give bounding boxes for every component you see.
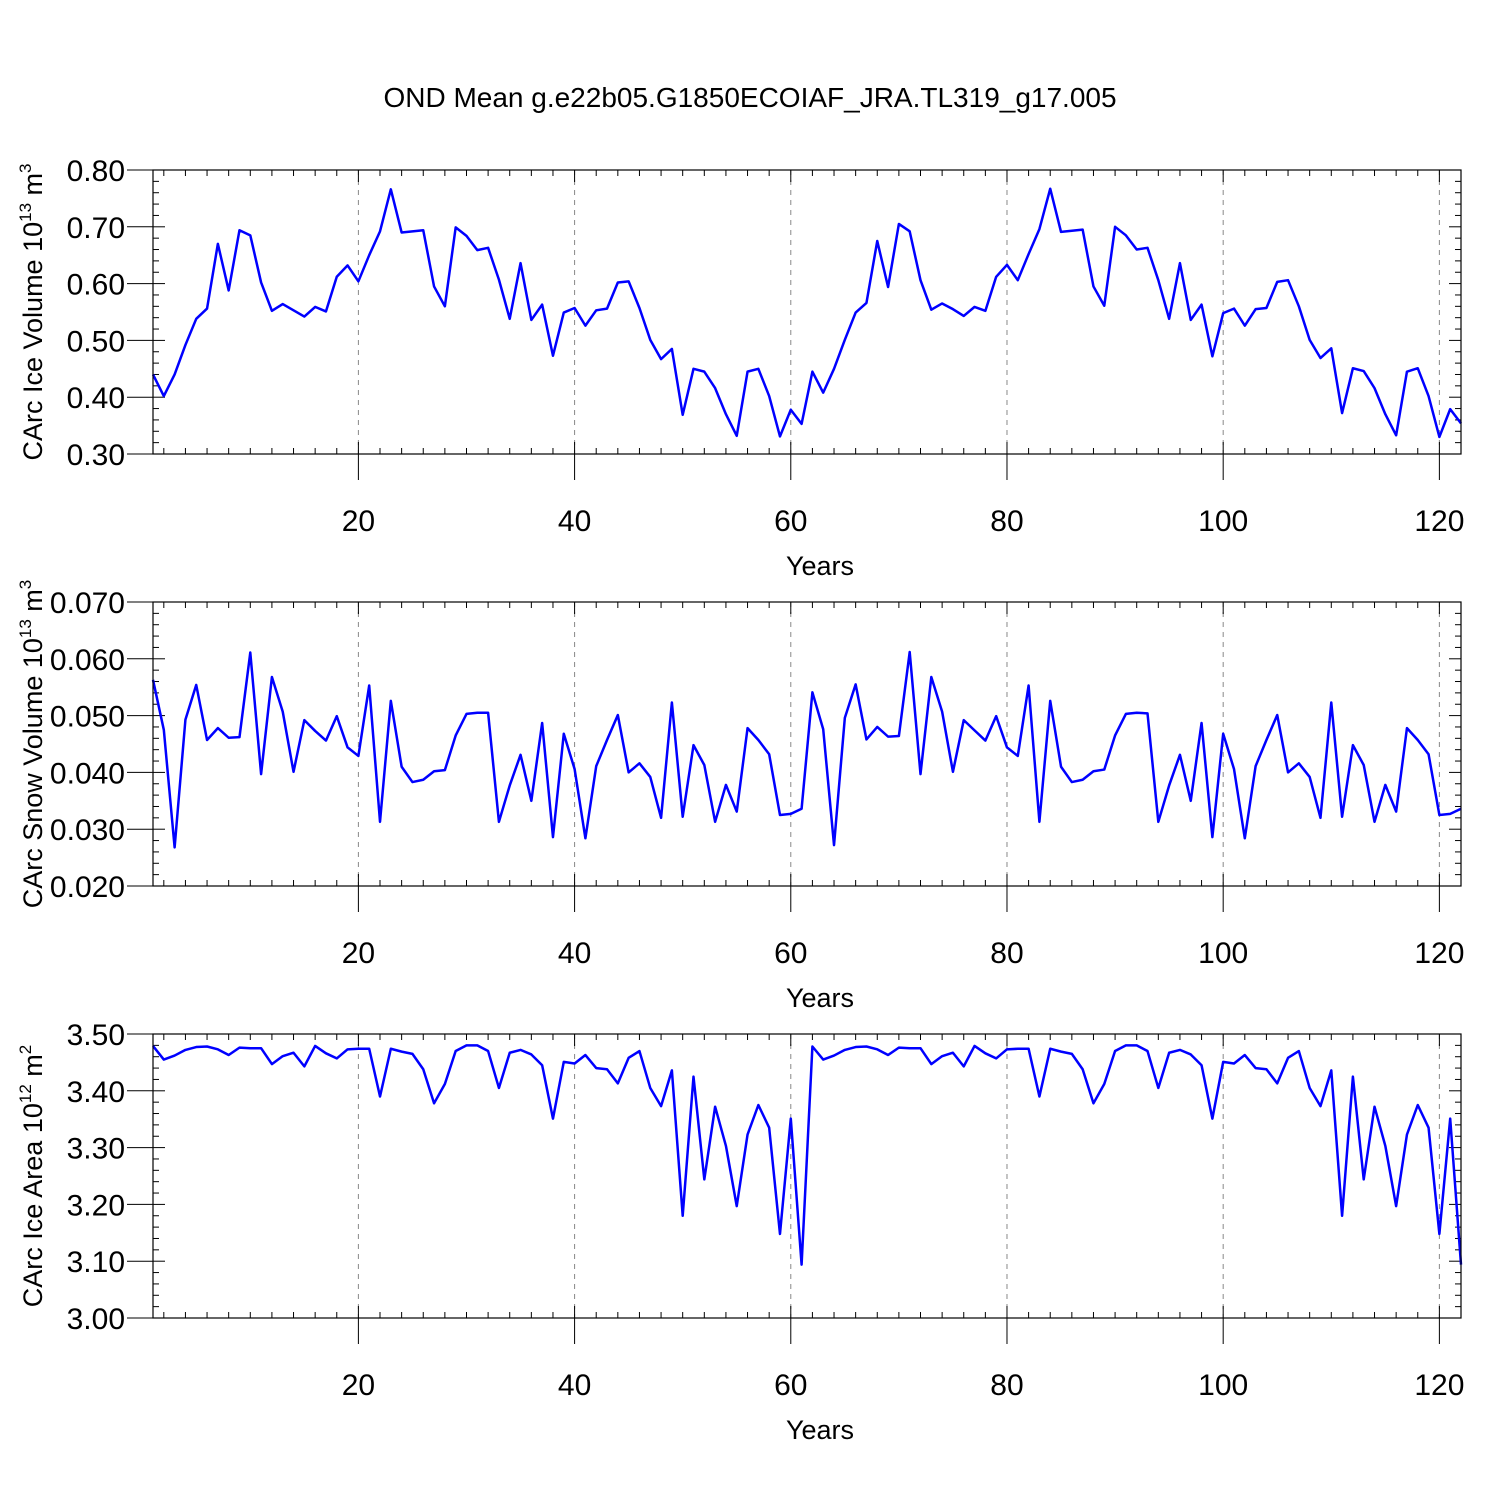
y-axis-label: CArc Ice Area 1012 m2 [16,1045,48,1308]
y-tick-label: 3.30 [67,1133,125,1166]
y-tick-label: 0.80 [67,155,125,188]
x-tick-label: 20 [342,1369,375,1402]
data-series-line [152,1044,1463,1266]
x-tick-label: 80 [990,1369,1023,1402]
data-series-line [151,187,1462,439]
x-tick-label: 80 [990,505,1023,538]
panels: 0.30 0.40 0.50 0.60 0.70 0.80 20 40 60 80 100 120 Ye… [16,155,1464,1445]
x-tick-label: 60 [774,937,807,970]
plot-frame [152,169,1462,455]
chart-panel-1: 0.30 0.40 0.50 0.60 0.70 0.80 20 40 60 80 100 120 Ye… [16,155,1464,581]
x-tick-label: 100 [1198,505,1248,538]
y-tick-label: 3.50 [67,1019,125,1052]
x-tick-label: 20 [342,505,375,538]
y-tick-label: 0.050 [50,701,125,734]
x-axis-label: Years [786,1415,854,1445]
x-axis-label: Years [786,983,854,1013]
axis-ticks [153,1033,1462,1319]
y-tick-label: 3.10 [67,1246,125,1279]
y-tick-label: 0.30 [67,439,125,472]
y-tick-label: 0.040 [50,757,125,790]
y-tick-label: 3.40 [67,1076,125,1109]
y-tick-label: 3.00 [67,1303,125,1336]
y-tick-label: 0.030 [50,814,125,847]
x-tick-label: 60 [774,1369,807,1402]
x-axis-label: Years [786,551,854,581]
x-tick-label: 120 [1414,1369,1464,1402]
chart-panel-2: 0.020 0.030 0.040 0.050 0.060 0.070 20 40 60 80 10… [16,580,1464,1013]
y-tick-label: 0.020 [50,871,125,904]
x-tick-label: 60 [774,505,807,538]
y-tick-label: 0.60 [67,269,125,302]
x-tick-label: 120 [1414,937,1464,970]
data-series-line [151,650,1462,849]
x-tick-label: 20 [342,937,375,970]
y-tick-label: 0.50 [67,325,125,358]
chart-title: OND Mean g.e22b05.G1850ECOIAF_JRA.TL319_… [383,82,1116,113]
y-tick-label: 0.060 [50,644,125,677]
axis-ticks [153,169,1462,455]
x-tick-label: 40 [558,505,591,538]
x-tick-label: 40 [558,937,591,970]
y-axis-label: CArc Snow Volume 1013 m3 [16,580,48,909]
y-tick-label: 0.70 [67,212,125,245]
x-tick-label: 120 [1414,505,1464,538]
plot-frame [152,601,1462,887]
x-tick-label: 100 [1198,937,1248,970]
plot-frame [152,1033,1462,1319]
y-tick-label: 0.070 [50,587,125,620]
chart-panel-3: 3.00 3.10 3.20 3.30 3.40 3.50 20 40 60 80 100 120 Ye… [16,1019,1464,1445]
y-axis-label: CArc Ice Volume 1013 m3 [16,163,48,460]
y-tick-label: 3.20 [67,1189,125,1222]
x-tick-label: 40 [558,1369,591,1402]
x-tick-label: 100 [1198,1369,1248,1402]
y-tick-label: 0.40 [67,382,125,415]
x-tick-label: 80 [990,937,1023,970]
